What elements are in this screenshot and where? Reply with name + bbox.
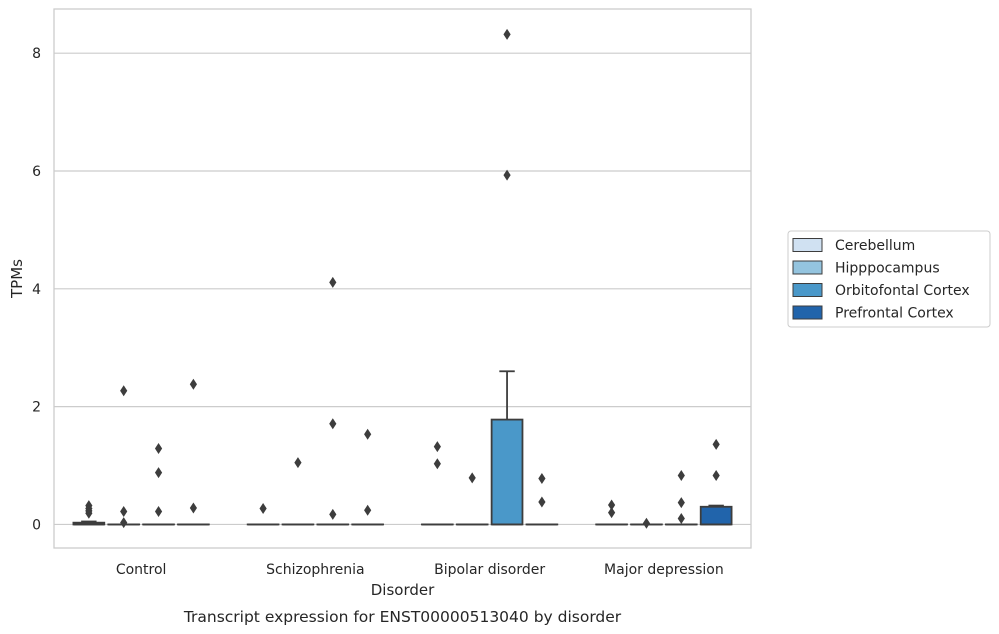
outlier-point <box>364 504 372 516</box>
x-tick-label: Major depression <box>604 562 724 578</box>
box-prefrontal-cortex <box>699 504 733 526</box>
legend-label: Orbitofontal Cortex <box>835 283 970 299</box>
outlier-point <box>154 467 163 479</box>
outlier-point <box>642 517 651 529</box>
outlier-point <box>120 517 128 529</box>
x-tick-label: Control <box>116 562 167 578</box>
outlier-point <box>120 505 128 517</box>
outlier-point <box>433 458 441 470</box>
y-tick-label: 4 <box>32 282 41 298</box>
chart-caption: Transcript expression for ENST0000051304… <box>183 608 622 626</box>
x-tick-labels: Control Schizophrenia Bipolar disorder Majo… <box>116 562 724 578</box>
outlier-point <box>503 28 511 40</box>
legend: Cerebellum Hipppocampus Orbitofontal Corte… <box>787 230 991 328</box>
y-tick-label: 8 <box>32 46 41 62</box>
legend-label: Cerebellum <box>835 238 915 254</box>
outlier-point <box>294 457 302 469</box>
outlier-point <box>259 503 267 515</box>
y-axis-label: TPMs <box>8 259 26 299</box>
outlier-point <box>677 470 685 482</box>
box-body <box>490 418 524 526</box>
outlier-point <box>608 499 616 511</box>
legend-frame <box>787 230 991 328</box>
outlier-point <box>503 169 511 181</box>
x-tick-label: Bipolar disorder <box>434 562 545 578</box>
legend-swatch <box>792 283 823 297</box>
legend-swatch <box>792 238 823 252</box>
outlier-point <box>120 385 128 397</box>
outlier-points <box>85 28 720 529</box>
box-orbitofontal-cortex <box>490 370 524 526</box>
outlier-point <box>154 505 163 517</box>
x-axis-label: Disorder <box>371 581 435 599</box>
outlier-point <box>154 442 163 454</box>
outlier-point <box>433 441 441 453</box>
outlier-point <box>538 472 546 484</box>
outlier-point <box>712 470 720 482</box>
box-body <box>699 505 733 526</box>
outlier-point <box>364 428 372 440</box>
outlier-point <box>468 472 476 484</box>
outlier-point <box>538 496 546 508</box>
legend-swatch <box>792 260 823 275</box>
legend-label: Prefrontal Cortex <box>835 306 954 322</box>
outlier-point <box>677 497 685 509</box>
outlier-point <box>712 438 720 450</box>
y-tick-label: 6 <box>32 164 41 180</box>
x-tick-label: Schizophrenia <box>266 562 364 578</box>
legend-swatch <box>792 305 823 320</box>
box-cerebellum <box>72 520 106 526</box>
outlier-point <box>329 418 337 430</box>
outlier-point <box>329 276 337 288</box>
y-tick-label: 0 <box>32 517 41 533</box>
y-tick-labels: 0 2 4 6 8 <box>32 46 41 533</box>
outlier-point <box>608 507 616 519</box>
outlier-point <box>677 513 685 525</box>
legend-label: Hipppocampus <box>835 261 940 277</box>
outlier-point <box>85 507 93 519</box>
outlier-point <box>189 502 197 514</box>
outlier-point <box>329 508 337 520</box>
outlier-point <box>189 378 197 390</box>
boxes <box>72 370 733 526</box>
y-tick-label: 2 <box>32 400 41 416</box>
plot-frame <box>53 8 752 549</box>
